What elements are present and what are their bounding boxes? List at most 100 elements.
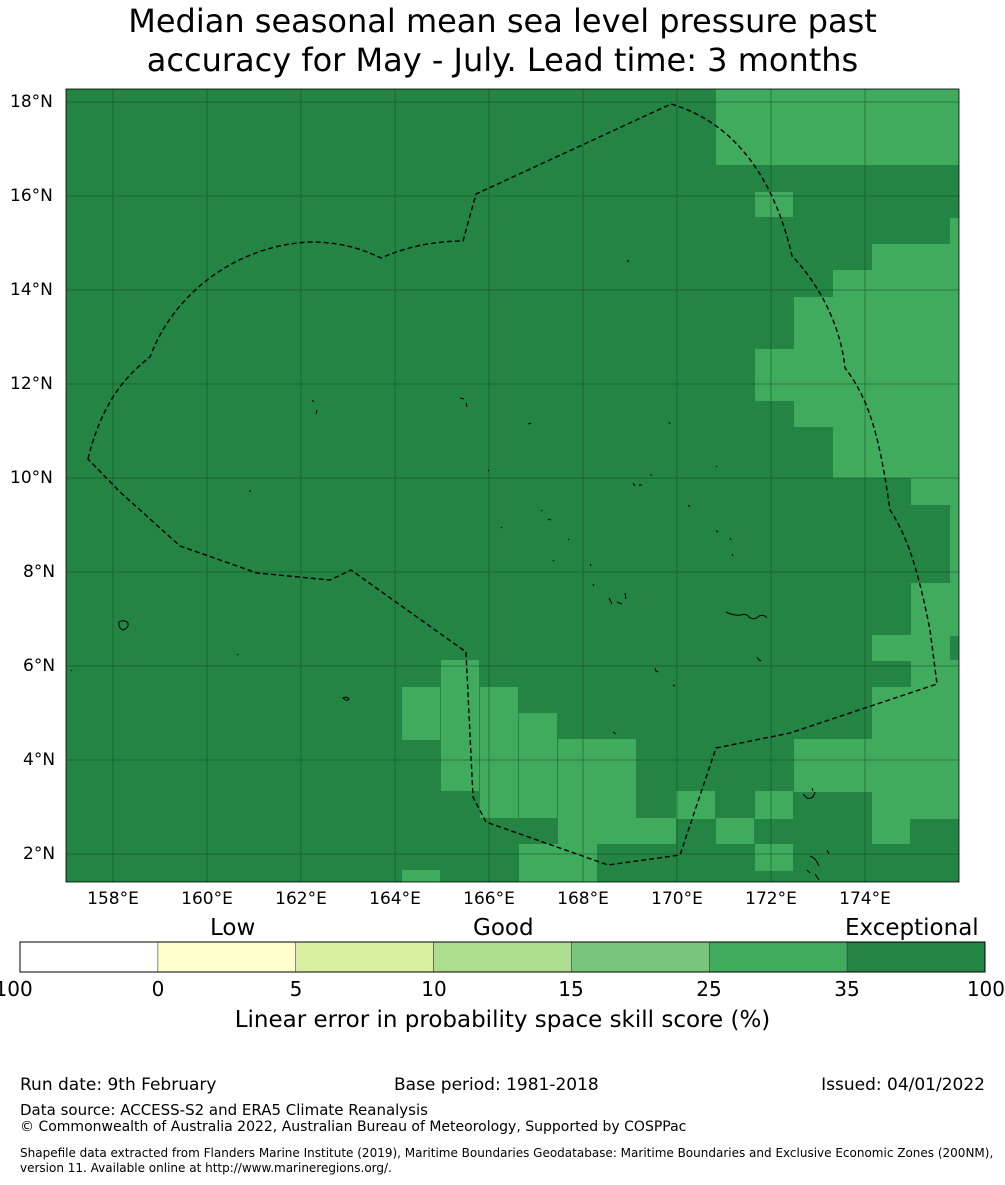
skill-patch bbox=[558, 818, 676, 844]
base-period: Base period: 1981-2018 bbox=[394, 1075, 599, 1095]
lon-label: 166°E bbox=[463, 889, 515, 909]
skill-patch bbox=[794, 297, 959, 349]
island bbox=[459, 397, 468, 408]
lat-label: 6°N bbox=[23, 656, 56, 676]
skill-patch bbox=[480, 687, 518, 818]
island bbox=[342, 696, 350, 701]
island bbox=[626, 259, 630, 263]
lon-label: 164°E bbox=[369, 889, 421, 909]
skill-patch bbox=[950, 504, 959, 584]
skill-patch bbox=[872, 635, 950, 661]
colorbar-tick: 5 bbox=[289, 977, 303, 1001]
shapefile-credit: Shapefile data extracted from Flanders M… bbox=[20, 1146, 994, 1175]
skill-patch bbox=[558, 739, 636, 818]
skill-patch bbox=[755, 349, 959, 401]
island bbox=[632, 474, 652, 487]
skill-patch bbox=[911, 583, 959, 636]
lat-label: 2°N bbox=[23, 844, 56, 864]
skill-patch bbox=[911, 478, 959, 505]
run-date: Run date: 9th February bbox=[20, 1075, 217, 1095]
title-line-2: accuracy for May - July. Lead time: 3 mo… bbox=[146, 41, 859, 79]
colorbar-tick: 25 bbox=[696, 977, 722, 1001]
category-label-exceptional: Exceptional bbox=[845, 915, 979, 941]
colorbar-segment bbox=[708, 941, 848, 973]
eez-boundary bbox=[87, 103, 938, 866]
lat-label: 16°N bbox=[10, 186, 53, 206]
skill-patch bbox=[755, 791, 793, 819]
lon-label: 172°E bbox=[745, 889, 797, 909]
skill-patch bbox=[441, 660, 479, 791]
skill-patch bbox=[676, 791, 715, 819]
colorbar-title: Linear error in probability space skill … bbox=[234, 1007, 771, 1033]
lat-label: 12°N bbox=[10, 374, 53, 394]
island bbox=[725, 611, 768, 620]
copyright: © Commonwealth of Australia 2022, Austra… bbox=[20, 1119, 687, 1135]
colorbar-segment bbox=[846, 941, 986, 973]
gridlines bbox=[66, 89, 959, 882]
lon-label: 158°E bbox=[87, 889, 139, 909]
colorbar-segment bbox=[433, 941, 572, 973]
colorbar-frame bbox=[19, 941, 986, 973]
colorbar-segment bbox=[157, 941, 297, 973]
skill-patch bbox=[872, 687, 959, 740]
skill-patch bbox=[872, 818, 910, 844]
islands bbox=[70, 259, 830, 881]
island bbox=[806, 855, 820, 881]
lat-label: 4°N bbox=[23, 750, 56, 770]
colorbar-segment bbox=[571, 941, 710, 973]
island bbox=[589, 563, 595, 587]
colorbar-tick: -100 bbox=[0, 977, 33, 1001]
island bbox=[527, 422, 532, 425]
map-frame bbox=[65, 88, 960, 883]
skill-patch bbox=[519, 844, 597, 882]
island bbox=[118, 620, 129, 631]
category-label-good: Good bbox=[473, 915, 534, 941]
lon-label: 170°E bbox=[651, 889, 703, 909]
island bbox=[672, 504, 734, 687]
chart-title: Median seasonal mean sea level pressure … bbox=[0, 2, 1005, 80]
skill-patch bbox=[950, 218, 959, 244]
colorbar-tick: 35 bbox=[834, 977, 860, 1001]
island bbox=[608, 592, 627, 605]
lon-label: 162°E bbox=[275, 889, 327, 909]
skill-patch bbox=[755, 844, 793, 871]
colorbar bbox=[19, 941, 986, 973]
island bbox=[70, 469, 503, 672]
skill-patch bbox=[402, 687, 440, 740]
skill-patch bbox=[872, 791, 959, 819]
colorbar-segment bbox=[19, 941, 159, 973]
lon-label: 168°E bbox=[557, 889, 609, 909]
skill-patch bbox=[402, 870, 440, 882]
island bbox=[802, 787, 816, 799]
issued-date: Issued: 04/01/2022 bbox=[821, 1075, 985, 1095]
data-source: Data source: ACCESS-S2 and ERA5 Climate … bbox=[20, 1101, 428, 1119]
skill-patch bbox=[519, 713, 557, 818]
skill-patch bbox=[794, 400, 959, 427]
island bbox=[311, 399, 318, 415]
skill-patch bbox=[716, 89, 959, 165]
category-label-low: Low bbox=[210, 915, 256, 941]
lat-label: 8°N bbox=[23, 562, 56, 582]
title-line-1: Median seasonal mean sea level pressure … bbox=[128, 2, 877, 40]
skill-patch bbox=[872, 244, 959, 271]
skill-patch bbox=[833, 426, 959, 478]
island bbox=[756, 656, 762, 662]
island bbox=[654, 667, 659, 673]
skill-patch bbox=[716, 818, 754, 844]
lon-label: 160°E bbox=[181, 889, 233, 909]
lat-label: 14°N bbox=[10, 280, 53, 300]
colorbar-tick: 0 bbox=[151, 977, 165, 1001]
skill-patch bbox=[833, 270, 959, 298]
colorbar-tick: 15 bbox=[558, 977, 584, 1001]
colorbar-tick: 10 bbox=[421, 977, 447, 1001]
lat-label: 18°N bbox=[10, 92, 53, 112]
lat-label: 10°N bbox=[10, 468, 53, 488]
island bbox=[612, 731, 617, 735]
colorbar-segment bbox=[295, 941, 434, 973]
island bbox=[668, 421, 830, 855]
island bbox=[540, 509, 570, 562]
colorbar-tick: 100 bbox=[966, 977, 1005, 1001]
skill-patch bbox=[794, 739, 959, 792]
lon-label: 174°E bbox=[839, 889, 891, 909]
